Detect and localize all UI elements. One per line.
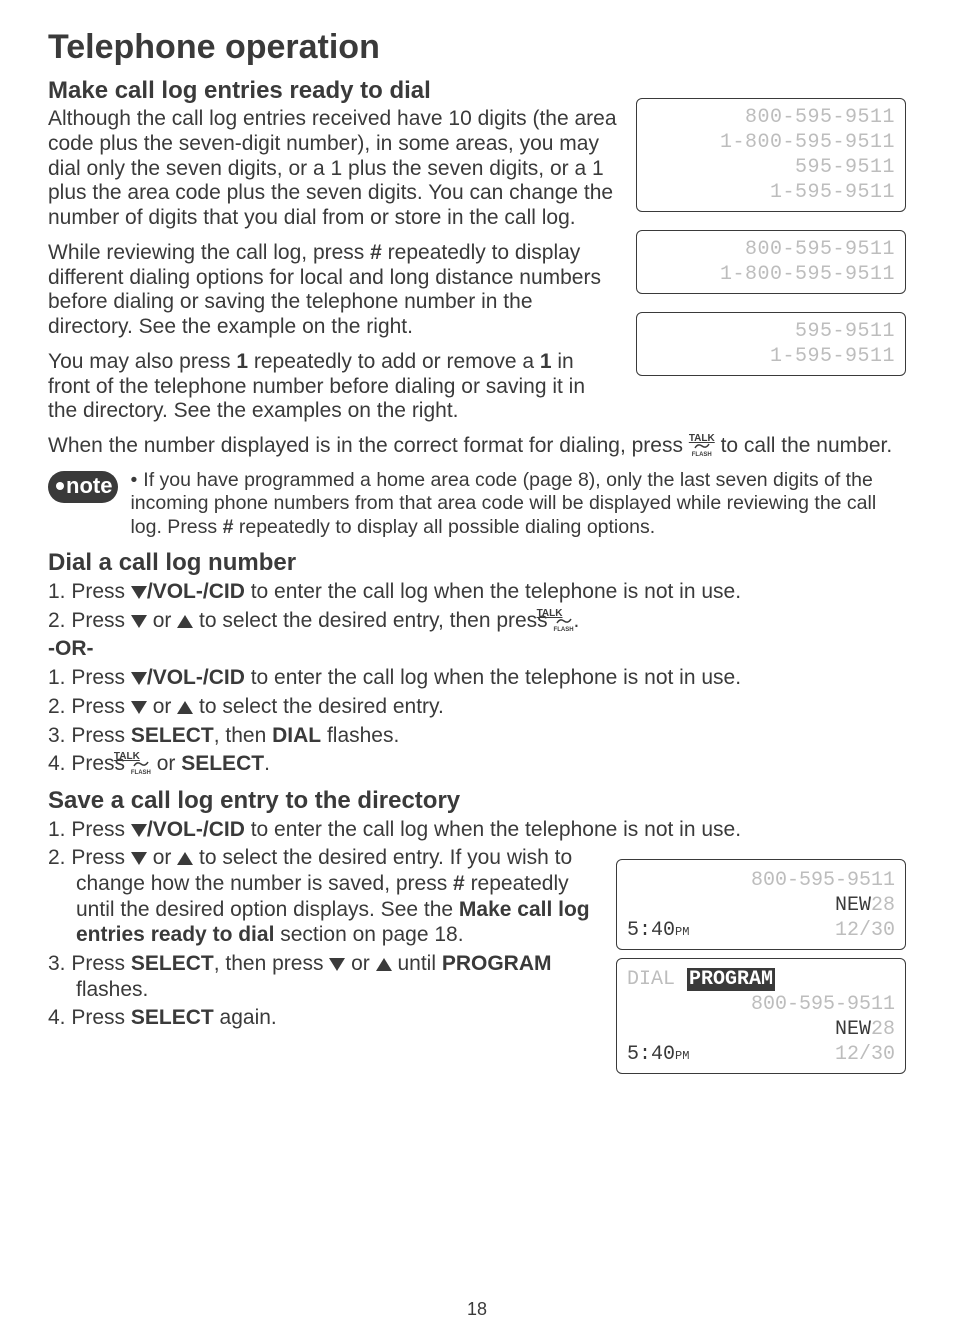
arrow-up-icon (177, 701, 193, 714)
lcd-line: 1-800-595-9511 (647, 262, 895, 287)
lcd-dial-label: DIAL (627, 968, 675, 991)
lcd-example-box-3: 595-9511 1-595-9511 (636, 312, 906, 376)
talk-flash-icon: TALKFLASH (554, 609, 574, 633)
paragraph: Although the call log entries received h… (48, 107, 618, 231)
step: 3. Press SELECT, then press or until PRO… (48, 951, 596, 1002)
step: 4. Press TALKFLASH or SELECT. (48, 751, 906, 777)
lcd-line: 1-800-595-9511 (647, 130, 895, 155)
lcd-program-label: PROGRAM (687, 968, 775, 991)
paragraph: When the number displayed is in the corr… (48, 434, 906, 459)
arrow-down-icon (131, 701, 147, 714)
step: 1. Press /VOL-/CID to enter the call log… (48, 579, 906, 605)
step: 2. Press or to select the desired entry,… (48, 608, 906, 634)
paragraph: You may also press 1 repeatedly to add o… (48, 350, 618, 424)
note-text: •If you have programmed a home area code… (130, 469, 906, 539)
page-number: 18 (0, 1299, 954, 1320)
lcd-line: 800-595-9511 (647, 105, 895, 130)
paragraph: While reviewing the call log, press # re… (48, 241, 618, 340)
lcd-examples-column: 800-595-9511 1-800-595-9511 595-9511 1-5… (636, 98, 906, 394)
step: 2. Press or to select the desired entry.… (48, 845, 596, 947)
step: 1. Press /VOL-/CID to enter the call log… (48, 665, 906, 691)
steps-list-save: 1. Press /VOL-/CID to enter the call log… (48, 817, 906, 843)
note-pill-icon: note (48, 471, 118, 503)
section-heading-2: Dial a call log number (48, 549, 906, 577)
arrow-down-icon (131, 615, 147, 628)
lcd-line: 1-595-9511 (647, 344, 895, 369)
talk-flash-icon: TALKFLASH (131, 752, 151, 776)
arrow-up-icon (177, 852, 193, 865)
arrow-down-icon (329, 958, 345, 971)
or-separator: -OR- (48, 637, 906, 661)
lcd-cid-box-1: 800-595-9511 NEW28 5:40PM12/30 (616, 859, 906, 950)
arrow-down-icon (131, 586, 147, 599)
note-callout: note •If you have programmed a home area… (48, 469, 906, 539)
arrow-down-icon (131, 852, 147, 865)
lcd-line: 1-595-9511 (647, 180, 895, 205)
arrow-down-icon (131, 672, 147, 685)
lcd-example-box-1: 800-595-9511 1-800-595-9511 595-9511 1-5… (636, 98, 906, 212)
step: 2. Press or to select the desired entry. (48, 694, 906, 720)
arrow-down-icon (131, 824, 147, 837)
steps-list-save-cont: 2. Press or to select the desired entry.… (48, 845, 596, 1030)
lcd-line: 595-9511 (647, 319, 895, 344)
lcd-line: 800-595-9511 (647, 237, 895, 262)
steps-list-alt: 1. Press /VOL-/CID to enter the call log… (48, 665, 906, 776)
step: 3. Press SELECT, then DIAL flashes. (48, 723, 906, 749)
talk-flash-icon: TALKFLASH (689, 434, 715, 458)
lcd-line: 595-9511 (647, 155, 895, 180)
page-title: Telephone operation (48, 28, 906, 67)
step: 4. Press SELECT again. (48, 1005, 596, 1031)
arrow-up-icon (177, 615, 193, 628)
arrow-up-icon (376, 958, 392, 971)
lcd-cid-box-2: DIAL PROGRAM 800-595-9511 NEW28 5:40PM12… (616, 958, 906, 1074)
lcd-example-box-2: 800-595-9511 1-800-595-9511 (636, 230, 906, 294)
lcd-number: 800-595-9511 (751, 868, 895, 893)
section-heading-3: Save a call log entry to the directory (48, 787, 906, 815)
lcd-number: 800-595-9511 (751, 992, 895, 1017)
steps-list: 1. Press /VOL-/CID to enter the call log… (48, 579, 906, 633)
step: 1. Press /VOL-/CID to enter the call log… (48, 817, 906, 843)
